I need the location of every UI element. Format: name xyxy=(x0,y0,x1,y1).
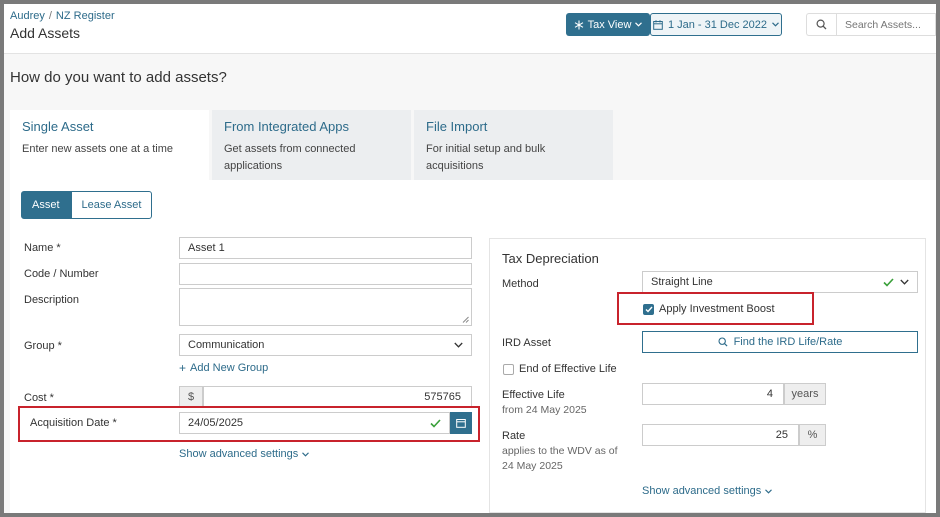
method-label: Method xyxy=(502,278,539,290)
description-label: Description xyxy=(24,294,80,306)
tab-description: For initial setup and bulk acquisitions xyxy=(426,143,546,172)
chevron-down-icon xyxy=(302,451,310,457)
add-method-tabs: Single Asset Enter new assets one at a t… xyxy=(10,110,616,180)
effective-life-sublabel: from 24 May 2025 xyxy=(502,404,587,416)
chevron-down-icon xyxy=(765,488,773,494)
single-asset-panel: Asset Lease Asset Name * Asset 1 Code / … xyxy=(10,180,936,513)
cost-label: Cost * xyxy=(24,392,54,404)
main-content: How do you want to add assets? Single As… xyxy=(4,54,936,513)
code-input[interactable] xyxy=(179,263,472,285)
search-button[interactable] xyxy=(806,13,836,36)
advanced-settings-label: Show advanced settings xyxy=(642,485,762,497)
acquisition-date-value: 24/05/2025 xyxy=(188,417,244,429)
rate-unit: % xyxy=(799,424,826,446)
find-ird-rate-label: Find the IRD Life/Rate xyxy=(733,336,843,348)
search-icon xyxy=(816,19,827,30)
chevron-down-icon xyxy=(635,22,643,27)
tab-title: Single Asset xyxy=(22,119,94,134)
tax-view-label: Tax View xyxy=(587,18,632,31)
show-advanced-settings-right[interactable]: Show advanced settings xyxy=(642,485,773,497)
investment-boost-highlight xyxy=(617,292,814,325)
date-range-button[interactable]: 1 Jan - 31 Dec 2022 xyxy=(650,13,782,36)
top-bar: Audrey / NZ Register Add Assets Tax View 1… xyxy=(4,4,936,54)
check-icon xyxy=(883,277,894,287)
acquisition-date-label: Acquisition Date * xyxy=(30,417,117,429)
group-label: Group * xyxy=(24,340,62,352)
add-new-group-link[interactable]: + Add New Group xyxy=(179,361,268,375)
code-label: Code / Number xyxy=(24,268,99,280)
acquisition-date-highlight xyxy=(18,406,480,442)
breadcrumb: Audrey / NZ Register xyxy=(10,10,115,22)
show-advanced-settings-left[interactable]: Show advanced settings xyxy=(179,448,310,460)
rate-sublabel: applies to the WDV as of 24 May 2025 xyxy=(502,445,618,472)
ird-asset-label: IRD Asset xyxy=(502,337,551,349)
chevron-down-icon xyxy=(772,22,779,27)
app-window: Audrey / NZ Register Add Assets Tax View 1… xyxy=(4,4,936,513)
snowflake-icon xyxy=(574,20,583,29)
tax-depreciation-card: Tax Depreciation Method Straight Line Ap… xyxy=(489,238,926,513)
date-range-label: 1 Jan - 31 Dec 2022 xyxy=(667,18,768,31)
find-ird-rate-button[interactable]: Find the IRD Life/Rate xyxy=(642,331,918,353)
add-new-group-label: Add New Group xyxy=(190,362,269,374)
calendar-icon xyxy=(456,419,466,428)
investment-boost-label: Apply Investment Boost xyxy=(659,303,775,315)
investment-boost-checkbox[interactable] xyxy=(643,304,654,315)
tab-title: From Integrated Apps xyxy=(224,119,350,134)
add-method-heading: How do you want to add assets? xyxy=(10,69,227,86)
rate-label: Rate xyxy=(502,430,526,442)
tab-single-asset[interactable]: Single Asset Enter new assets one at a t… xyxy=(10,110,209,180)
method-selected-value: Straight Line xyxy=(651,276,713,288)
tab-title: File Import xyxy=(426,119,488,134)
advanced-settings-label: Show advanced settings xyxy=(179,448,299,460)
check-icon xyxy=(430,418,441,428)
tax-view-button[interactable]: Tax View xyxy=(566,13,650,36)
method-select[interactable]: Straight Line xyxy=(642,271,918,293)
asset-type-toggle: Asset Lease Asset xyxy=(21,191,153,219)
search-icon xyxy=(718,337,728,347)
chevron-down-icon xyxy=(900,279,909,285)
resize-handle-icon xyxy=(462,316,469,323)
method-select-icons xyxy=(883,277,909,287)
tab-description: Get assets from connected applications xyxy=(224,143,356,172)
end-of-effective-life-checkbox[interactable] xyxy=(503,364,514,375)
tab-description: Enter new assets one at a time xyxy=(22,143,174,155)
group-select[interactable]: Communication xyxy=(179,334,472,356)
description-textarea[interactable] xyxy=(179,288,472,326)
effective-life-label: Effective Life xyxy=(502,389,565,401)
effective-life-unit: years xyxy=(784,383,826,405)
tab-integrated-apps[interactable]: From Integrated Apps Get assets from con… xyxy=(212,110,411,180)
date-picker-button[interactable] xyxy=(450,412,472,434)
cost-input[interactable]: 575765 xyxy=(203,386,472,408)
breadcrumb-item-audrey[interactable]: Audrey xyxy=(10,10,45,22)
name-input[interactable]: Asset 1 xyxy=(179,237,472,259)
tax-depreciation-title: Tax Depreciation xyxy=(502,251,599,266)
chevron-down-icon xyxy=(454,342,463,348)
end-of-effective-life-label: End of Effective Life xyxy=(519,363,617,375)
calendar-icon xyxy=(653,19,663,30)
plus-icon: + xyxy=(179,361,187,375)
page-title: Add Assets xyxy=(10,25,81,41)
name-label: Name * xyxy=(24,242,61,254)
group-selected-value: Communication xyxy=(188,339,265,351)
currency-addon: $ xyxy=(179,386,203,408)
acquisition-date-input[interactable]: 24/05/2025 xyxy=(179,412,450,434)
breadcrumb-item-register[interactable]: NZ Register xyxy=(55,10,115,22)
breadcrumb-separator: / xyxy=(48,10,52,22)
lease-asset-segment-button[interactable]: Lease Asset xyxy=(70,191,153,219)
rate-input[interactable]: 25 xyxy=(642,424,799,446)
asset-segment-button[interactable]: Asset xyxy=(21,191,71,219)
search-input[interactable] xyxy=(836,13,936,36)
tab-file-import[interactable]: File Import For initial setup and bulk a… xyxy=(414,110,613,180)
effective-life-input[interactable]: 4 xyxy=(642,383,784,405)
check-icon xyxy=(645,306,653,313)
